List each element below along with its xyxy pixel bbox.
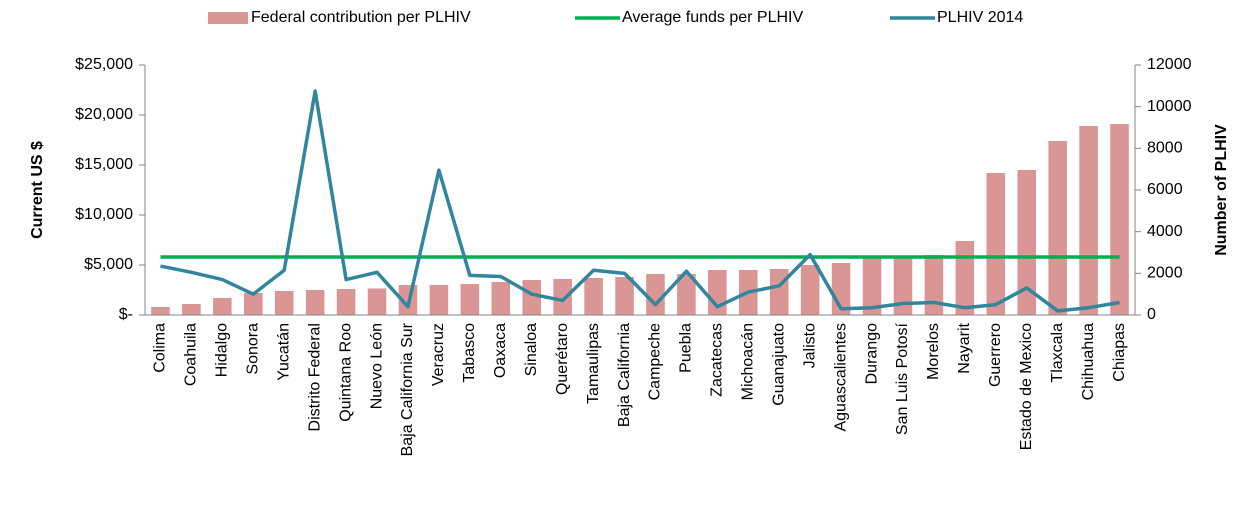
x-tick-label: Zacatecas [709,323,726,397]
bar [182,304,201,315]
y2-tick-label: 12000 [1147,56,1192,73]
legend-swatch [208,12,248,24]
x-tick-label: Puebla [678,323,695,373]
y2-tick-label: 8000 [1147,140,1183,157]
bar [460,284,480,315]
x-tick-label: Chiapas [1111,323,1128,382]
x-tick-label: Baja California Sur [399,322,416,456]
bar [553,279,572,315]
bar [491,282,511,315]
y-tick-label: $10,000 [75,206,133,223]
y-axis-label: Current US $ [29,141,46,239]
x-tick-label: Coahuila [183,323,200,386]
bar [244,293,263,315]
bar [336,289,356,315]
legend-label: Average funds per PLHIV [622,9,803,26]
y2-tick-label: 0 [1147,306,1156,323]
bar [429,285,449,315]
bar [584,278,603,315]
x-tick-label: Guanajuato [770,323,787,406]
bar [305,290,325,315]
x-tick-label: Quintana Roo [337,323,354,422]
legend-label: PLHIV 2014 [937,9,1023,26]
bar [1079,126,1098,315]
x-tick-label: Veracruz [430,323,447,386]
bar [677,274,696,315]
x-tick-label: Sonora [245,323,262,375]
x-tick-label: Querétaro [554,323,571,395]
x-tick-label: Campeche [647,323,664,400]
legend-label: Federal contribution per PLHIV [251,9,471,26]
x-tick-label: Nuevo León [368,323,385,409]
x-tick-label: Tamaulipas [585,323,602,404]
x-tick-label: Distrito Federal [306,323,323,431]
bar [151,307,170,315]
y2-axis-label: Number of PLHIV [1213,124,1230,256]
bar [800,265,820,315]
y-tick-label: $20,000 [75,106,133,123]
x-tick-label: Nayarit [956,322,973,373]
line [160,89,1120,313]
y2-tick-label: 10000 [1147,98,1192,115]
y-tick-label: $5,000 [84,256,133,273]
x-tick-label: Tlaxcala [1049,323,1066,383]
bar [274,291,294,315]
bar [646,274,665,315]
x-tick-label: Aguascalientes [832,323,849,432]
bar [924,255,944,315]
y2-tick-label: 6000 [1147,181,1183,198]
x-tick-label: Oaxaca [492,323,509,378]
bar [367,288,387,315]
x-tick-label: Guerrero [987,323,1004,387]
y2-tick-label: 4000 [1147,223,1183,240]
bar [213,298,232,315]
x-tick-label: Yucatán [275,323,292,381]
bar [1017,170,1036,315]
bar [1110,124,1129,315]
x-tick-label: Sinaloa [523,323,540,376]
x-tick-label: Chihuahua [1080,323,1097,401]
bar [615,277,634,315]
x-tick-label: Hidalgo [214,323,231,377]
y2-tick-label: 2000 [1147,265,1183,282]
y-tick-label: $- [119,306,133,323]
x-tick-label: Jalisto [801,323,818,368]
x-tick-label: Estado de Mexico [1018,323,1035,450]
x-tick-label: Tabasco [461,323,478,383]
bar [862,258,882,315]
y-tick-label: $25,000 [75,56,133,73]
x-tick-label: Durango [863,323,880,384]
y-tick-label: $15,000 [75,156,133,173]
bar [986,173,1006,315]
bar [955,241,975,315]
x-tick-label: Colima [152,323,169,373]
x-tick-label: Morelos [925,323,942,380]
x-tick-label: Michoacán [740,323,757,400]
bar [522,280,541,315]
bar [769,269,789,315]
bar [893,256,913,315]
x-tick-label: Baja California [616,323,633,427]
bar [1048,141,1067,315]
x-tick-label: San Luis Potosí [894,322,911,435]
